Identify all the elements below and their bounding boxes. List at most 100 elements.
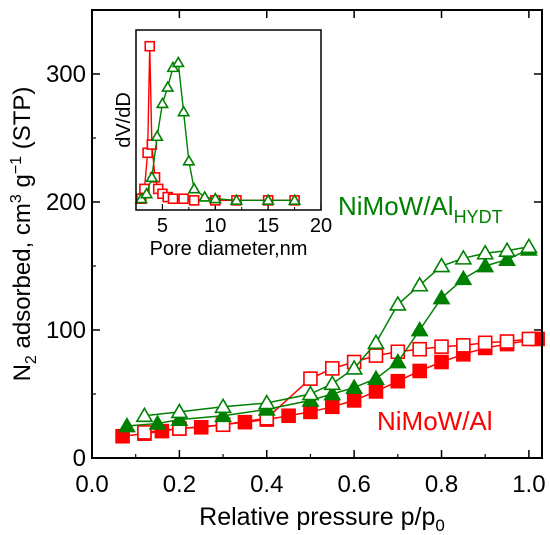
y-axis-label-part: N [9, 364, 36, 381]
point-series-2 [345, 378, 364, 394]
inset-background [136, 30, 321, 210]
x-tick-label: 0.4 [250, 471, 283, 498]
point-series-3 [410, 276, 429, 292]
point-series-2 [148, 414, 167, 430]
inset-x-tick-label: 5 [157, 215, 168, 237]
series-line-3 [144, 246, 530, 417]
y-axis-label: N2 adsorbed, cm3 g−1 (STP) [8, 87, 40, 382]
inset-point-series-1 [182, 154, 196, 166]
point-series-0 [324, 399, 340, 415]
point-series-2 [118, 416, 136, 433]
point-series-1 [412, 341, 427, 357]
point-series-0 [434, 354, 449, 370]
y-tick-label: 300 [46, 61, 86, 88]
point-series-1 [456, 338, 471, 353]
point-series-3 [323, 374, 342, 391]
point-series-3 [498, 241, 516, 257]
point-series-1 [477, 335, 493, 351]
point-series-0 [346, 393, 362, 408]
point-series-0 [390, 373, 406, 389]
annotation-hydt-main: NiMoW/Al [338, 191, 454, 221]
point-series-3 [432, 256, 451, 273]
inset-point-series-1 [145, 170, 159, 183]
point-series-3 [388, 295, 407, 311]
point-series-3 [214, 397, 232, 414]
inset-series-line-1 [140, 61, 295, 202]
y-axis-label-part: −1 [8, 156, 25, 174]
point-series-3 [454, 249, 473, 265]
point-series-3 [135, 406, 154, 423]
x-tick-label: 1.0 [512, 471, 545, 498]
point-series-3 [519, 237, 538, 254]
point-series-1 [434, 339, 449, 354]
inset-point-series-0 [167, 193, 179, 205]
point-series-0 [368, 384, 384, 399]
x-tick-label: 0.8 [425, 471, 458, 498]
point-series-2 [476, 256, 495, 273]
inset-x-tick-label: 20 [310, 215, 332, 237]
inset-point-series-1 [171, 55, 185, 68]
point-series-2 [498, 250, 516, 266]
y-axis-label-part: (STP) [9, 87, 36, 156]
point-series-2 [454, 269, 473, 286]
point-series-0 [412, 363, 427, 379]
inset-y-axis-label: dV/dD [113, 92, 135, 148]
point-series-2 [410, 320, 429, 337]
inset-point-series-1 [139, 187, 154, 199]
point-series-1 [303, 371, 318, 386]
x-tick-label: 0.2 [163, 471, 196, 498]
y-tick-label: 200 [46, 189, 86, 216]
point-series-3 [170, 402, 189, 419]
point-series-1 [368, 348, 384, 363]
point-series-3 [257, 393, 276, 410]
x-axis-label-main: Relative pressure p/p [199, 503, 435, 531]
x-axis-label-sub: 0 [435, 516, 444, 535]
inset-point-series-1 [229, 193, 244, 206]
point-series-1 [521, 331, 537, 347]
point-series-3 [301, 384, 320, 401]
inset-point-series-1 [150, 129, 164, 142]
inset-point-series-0 [178, 193, 189, 205]
point-series-2 [214, 406, 232, 423]
inset-point-series-1 [161, 80, 175, 92]
y-axis-label-part: g [9, 174, 36, 194]
x-tick-label: 0.6 [337, 471, 370, 498]
inset-point-series-1 [208, 191, 222, 204]
inset-x-tick-label: 15 [257, 215, 279, 237]
inset-point-series-1 [155, 96, 170, 109]
inset-point-series-1 [187, 182, 201, 194]
inset-frame [135, 29, 322, 211]
point-series-2 [388, 352, 407, 369]
point-series-0 [281, 408, 296, 424]
y-tick-label: 0 [73, 445, 86, 472]
x-axis-label: Relative pressure p/p0 [199, 503, 445, 535]
point-series-1 [499, 334, 515, 349]
point-series-0 [303, 404, 318, 420]
inset-x-tick-label: 10 [204, 215, 226, 237]
point-series-2 [170, 410, 189, 426]
point-series-1 [137, 425, 152, 440]
point-series-2 [367, 369, 385, 385]
point-series-1 [324, 361, 340, 376]
point-series-2 [432, 288, 451, 305]
inset-point-series-1 [287, 193, 302, 206]
point-series-3 [476, 244, 495, 260]
inset-point-series-1 [176, 105, 191, 117]
y-axis-label-part: 2 [23, 355, 40, 364]
y-axis-label-part: 3 [8, 194, 25, 203]
annotation-hydt: NiMoW/AlHYDT [338, 191, 503, 227]
point-series-2 [323, 384, 342, 401]
y-axis-label-part: adsorbed, cm [9, 203, 36, 355]
point-series-3 [367, 333, 385, 350]
inset-point-series-1 [198, 190, 212, 202]
plot-frame [91, 9, 543, 459]
x-tick-label: 0.0 [75, 471, 108, 498]
y-tick-label: 100 [46, 317, 86, 344]
inset-point-series-1 [261, 193, 275, 206]
annotation-nimow-al: NiMoW/Al [377, 406, 493, 436]
inset-point-series-0 [144, 40, 156, 52]
inset-x-axis-label: Pore diameter,nm [150, 238, 308, 260]
